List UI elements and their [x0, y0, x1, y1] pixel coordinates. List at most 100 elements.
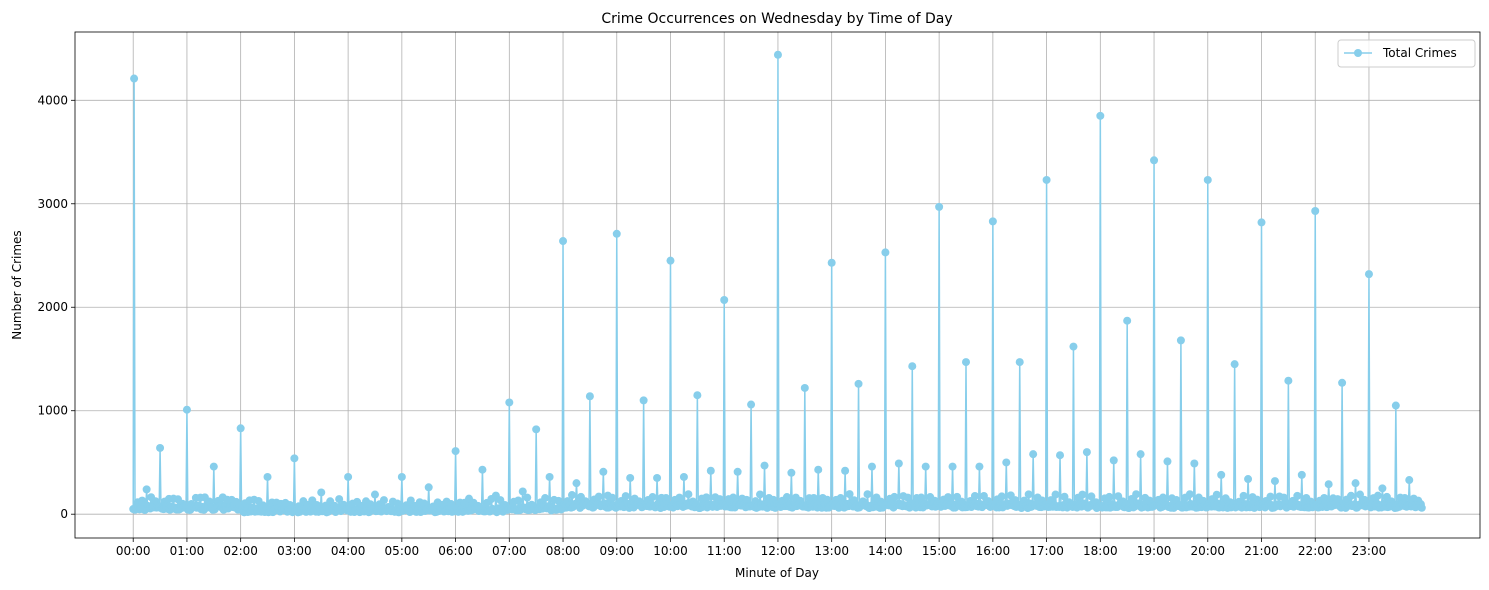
data-point — [1029, 450, 1038, 459]
data-point — [1145, 496, 1154, 505]
data-point — [1373, 491, 1382, 500]
data-point — [1105, 492, 1114, 501]
data-point — [523, 493, 532, 502]
data-point — [1056, 451, 1065, 460]
data-point — [814, 465, 823, 474]
data-point — [729, 493, 738, 502]
data-point — [130, 74, 139, 83]
data-point — [594, 492, 603, 501]
data-point — [1212, 490, 1221, 499]
data-point — [782, 493, 791, 502]
data-point — [653, 473, 662, 482]
data-point — [379, 496, 388, 505]
data-point — [344, 472, 353, 481]
data-point — [787, 468, 796, 477]
x-tick-label: 01:00 — [170, 544, 205, 558]
data-point — [424, 483, 433, 492]
data-point — [317, 488, 326, 497]
data-point — [970, 491, 979, 500]
x-tick-label: 00:00 — [116, 544, 151, 558]
data-point — [903, 493, 912, 502]
data-point — [1297, 470, 1306, 479]
y-tick-label: 1000 — [37, 404, 68, 418]
data-point — [1417, 503, 1426, 512]
data-point — [585, 392, 594, 401]
data-point — [1333, 495, 1342, 504]
data-point — [863, 490, 872, 499]
data-point — [935, 202, 944, 211]
data-point — [567, 491, 576, 500]
data-point — [1239, 491, 1248, 500]
data-point — [800, 383, 809, 392]
data-point — [1109, 456, 1118, 465]
legend-point-marker — [1354, 49, 1362, 57]
data-point — [1163, 457, 1172, 466]
data-point — [944, 493, 953, 502]
data-point — [1356, 490, 1365, 499]
data-point — [370, 490, 379, 499]
data-point — [335, 495, 344, 504]
data-point — [532, 425, 541, 434]
x-tick-label: 21:00 — [1244, 544, 1279, 558]
data-point — [1096, 111, 1105, 120]
data-point — [505, 398, 514, 407]
y-axis: 0 1000 2000 3000 4000 — [37, 93, 75, 521]
data-point — [1150, 156, 1159, 165]
data-point — [1270, 477, 1279, 486]
x-tick-label: 17:00 — [1029, 544, 1064, 558]
data-point — [773, 50, 782, 59]
y-tick-label: 2000 — [37, 300, 68, 314]
data-point — [1347, 491, 1356, 500]
data-point — [845, 490, 854, 499]
x-tick-label: 05:00 — [385, 544, 420, 558]
data-point — [917, 493, 926, 502]
data-point — [1136, 450, 1145, 459]
data-point — [156, 443, 165, 452]
data-point — [733, 467, 742, 476]
data-point — [1078, 490, 1087, 499]
chart-title: Crime Occurrences on Wednesday by Time o… — [601, 11, 952, 27]
x-tick-label: 03:00 — [277, 544, 312, 558]
data-point — [451, 447, 460, 456]
data-point — [1015, 358, 1024, 367]
data-point — [827, 258, 836, 267]
data-point — [1230, 360, 1239, 369]
data-point — [1082, 448, 1091, 457]
x-tick-label: 13:00 — [814, 544, 849, 558]
data-point — [612, 229, 621, 238]
data-point — [841, 466, 850, 475]
data-point — [142, 485, 151, 494]
data-point — [621, 492, 630, 501]
data-point — [881, 248, 890, 257]
data-point — [979, 491, 988, 500]
data-point — [1190, 459, 1199, 468]
data-point — [702, 493, 711, 502]
data-point — [209, 462, 218, 471]
data-point — [514, 496, 523, 505]
data-point — [997, 492, 1006, 501]
data-point — [1378, 484, 1387, 493]
x-tick-label: 14:00 — [868, 544, 903, 558]
data-point — [545, 472, 554, 481]
legend-box — [1337, 39, 1476, 68]
data-point — [890, 492, 899, 501]
x-tick-label: 23:00 — [1352, 544, 1387, 558]
data-point — [1279, 493, 1288, 502]
x-tick-label: 07:00 — [492, 544, 527, 558]
x-tick-label: 19:00 — [1137, 544, 1172, 558]
x-tick-label: 02:00 — [223, 544, 258, 558]
data-point — [518, 487, 527, 496]
y-axis-label: Number of Crimes — [10, 230, 24, 339]
x-tick-label: 04:00 — [331, 544, 366, 558]
data-point — [1087, 492, 1096, 501]
data-point — [1024, 490, 1033, 499]
data-point — [1185, 490, 1194, 499]
data-point — [760, 461, 769, 470]
data-point — [679, 472, 688, 481]
data-point — [1324, 480, 1333, 489]
x-tick-label: 10:00 — [653, 544, 688, 558]
data-point — [975, 462, 984, 471]
data-point — [1203, 175, 1212, 184]
data-point — [559, 237, 568, 246]
